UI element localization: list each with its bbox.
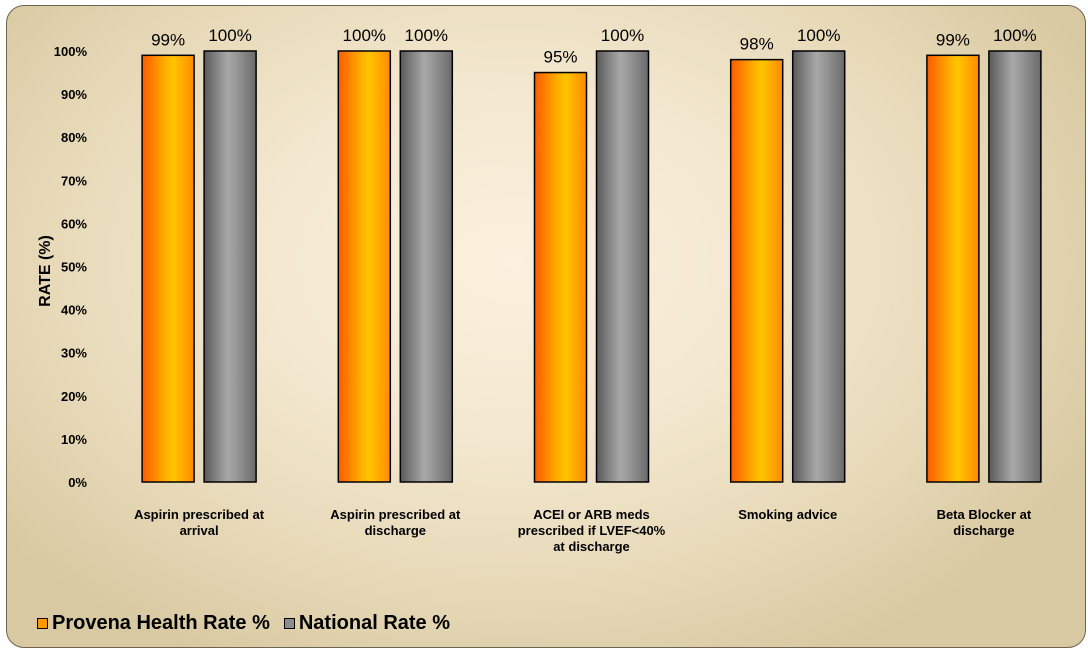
y-tick-label: 10%	[61, 432, 87, 447]
data-label: 99%	[936, 30, 970, 49]
category-label: Beta Blocker at	[937, 507, 1032, 522]
bar-provena	[729, 58, 784, 483]
category-label: Aspirin prescribed at	[134, 507, 265, 522]
data-label: 100%	[208, 26, 251, 45]
data-label: 95%	[543, 48, 577, 67]
bar-national	[203, 50, 257, 483]
y-tick-label: 40%	[61, 303, 87, 318]
data-label: 100%	[601, 26, 644, 45]
category-label: ACEI or ARB meds	[533, 507, 650, 522]
bar-chart: RATE (%) 0% 10% 20% 30% 40% 50% 60% 70% 80% 90% 10…	[37, 26, 1042, 554]
y-tick-label: 60%	[61, 216, 87, 231]
category-label: arrival	[180, 523, 219, 538]
bar-provena	[926, 54, 980, 483]
y-tick-label: 90%	[61, 87, 87, 102]
legend-swatch-provena	[37, 618, 48, 629]
y-axis-title: RATE (%)	[37, 235, 54, 307]
data-label: 100%	[993, 26, 1036, 45]
data-label: 99%	[151, 30, 185, 49]
chart-panel: RATE (%) 0% 10% 20% 30% 40% 50% 60% 70% 80% 90% 10…	[6, 5, 1086, 648]
bar-national	[595, 50, 650, 483]
y-tick-label: 70%	[61, 173, 87, 188]
data-label: 100%	[405, 26, 448, 45]
bar-national	[791, 50, 846, 483]
y-tick-label: 50%	[61, 260, 87, 275]
y-tick-label: 30%	[61, 346, 87, 361]
legend-item-provena: Provena Health Rate %	[37, 612, 270, 635]
category-label: prescribed if LVEF<40%	[518, 523, 666, 538]
legend-swatch-national	[283, 618, 295, 629]
legend-label-national: National Rate %	[298, 612, 451, 634]
category-label: discharge	[365, 523, 426, 538]
bar-national	[988, 50, 1042, 483]
bar-provena	[337, 50, 392, 483]
category-label: at discharge	[553, 539, 630, 554]
y-tick-label: 100%	[54, 44, 88, 59]
y-tick-label: 20%	[61, 389, 87, 404]
data-label: 100%	[797, 26, 840, 45]
bar-provena	[141, 54, 195, 483]
y-tick-label: 0%	[68, 475, 87, 490]
data-label: 100%	[343, 26, 386, 45]
bar-provena	[533, 71, 588, 483]
category-label: Aspirin prescribed at	[330, 507, 461, 522]
category-label: Smoking advice	[738, 507, 837, 522]
legend: Provena Health Rate % National Rate %	[37, 612, 464, 635]
data-label: 98%	[740, 35, 774, 54]
y-tick-label: 80%	[61, 130, 87, 145]
legend-label-provena: Provena Health Rate %	[52, 612, 270, 634]
category-label: discharge	[953, 523, 1014, 538]
bar-national	[399, 50, 454, 483]
legend-item-national: National Rate %	[283, 612, 451, 635]
